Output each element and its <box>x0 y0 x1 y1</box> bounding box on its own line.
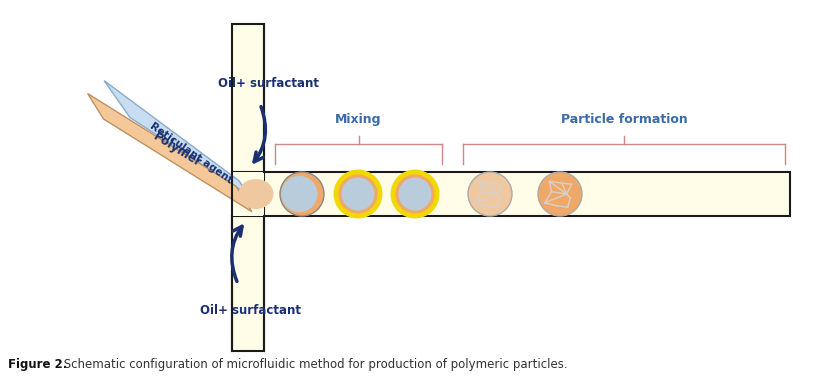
FancyArrowPatch shape <box>232 226 242 282</box>
FancyArrowPatch shape <box>254 106 265 162</box>
Ellipse shape <box>468 172 512 216</box>
Ellipse shape <box>238 179 274 209</box>
Text: Oil+ surfactant: Oil+ surfactant <box>218 77 319 90</box>
Ellipse shape <box>393 172 437 216</box>
Ellipse shape <box>342 177 374 210</box>
Bar <box>264 172 790 216</box>
Text: Particle formation: Particle formation <box>561 113 687 126</box>
Ellipse shape <box>336 172 380 216</box>
Ellipse shape <box>399 177 432 210</box>
Ellipse shape <box>281 176 318 212</box>
Bar <box>232 24 264 172</box>
Bar <box>232 172 264 216</box>
Ellipse shape <box>280 172 324 216</box>
Ellipse shape <box>538 172 582 216</box>
Text: Reticulant agent: Reticulant agent <box>148 121 234 186</box>
Polygon shape <box>104 81 249 195</box>
Text: Figure 2.: Figure 2. <box>8 358 67 371</box>
Bar <box>232 216 264 351</box>
Text: Oil+ surfactant: Oil+ surfactant <box>200 304 301 317</box>
Text: Schematic configuration of microfluidic method for production of polymeric parti: Schematic configuration of microfluidic … <box>60 358 568 371</box>
Text: Polymer: Polymer <box>152 130 204 169</box>
Text: Mixing: Mixing <box>335 113 382 126</box>
Polygon shape <box>88 94 252 212</box>
